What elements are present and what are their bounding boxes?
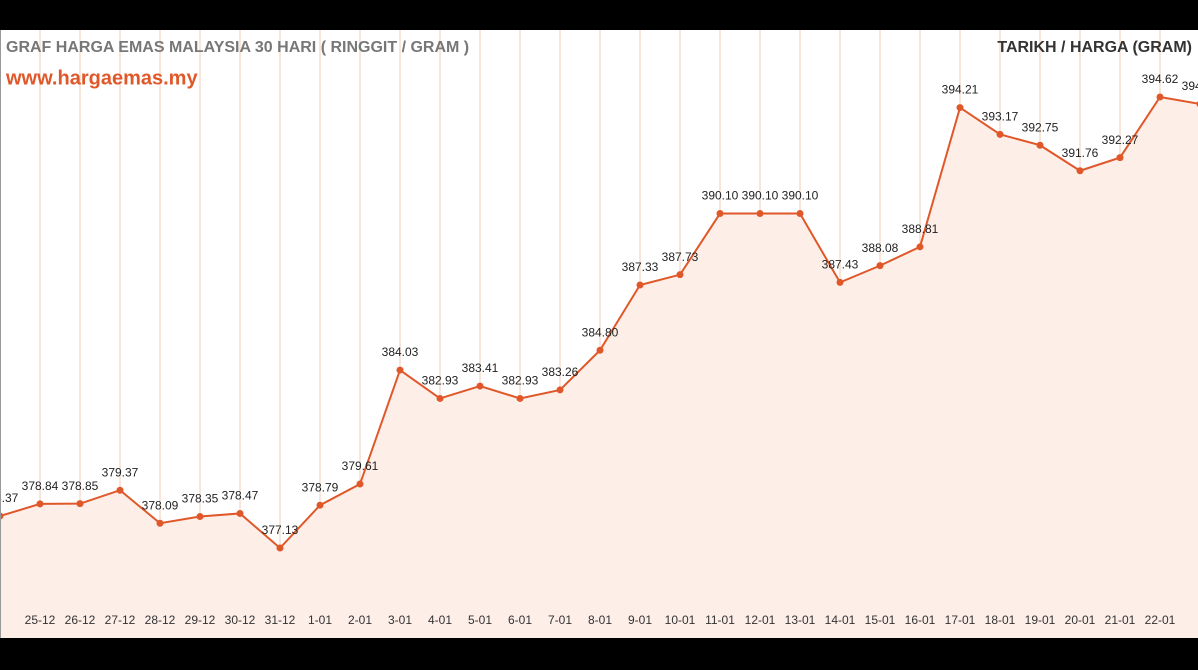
area bbox=[0, 97, 1198, 638]
data-label: 377.13 bbox=[262, 523, 299, 537]
data-point bbox=[276, 544, 284, 552]
data-point bbox=[476, 382, 484, 390]
chart-subtitle: www.hargaemas.my bbox=[5, 67, 198, 89]
data-point bbox=[1116, 154, 1124, 162]
data-label: 378.09 bbox=[142, 498, 179, 512]
data-point bbox=[396, 366, 404, 374]
data-label: 391.76 bbox=[1062, 146, 1099, 160]
data-point bbox=[956, 104, 964, 112]
data-label: 387.73 bbox=[662, 250, 699, 264]
data-point bbox=[876, 262, 884, 270]
x-tick-label: 17-01 bbox=[945, 613, 976, 627]
data-point bbox=[156, 519, 164, 527]
data-label: 378.35 bbox=[182, 492, 219, 506]
x-tick-label: 12-01 bbox=[745, 613, 776, 627]
x-tick-label: 20-01 bbox=[1065, 613, 1096, 627]
x-tick-label: 27-12 bbox=[105, 613, 136, 627]
data-label: 384.03 bbox=[382, 345, 419, 359]
x-tick-label: 19-01 bbox=[1025, 613, 1056, 627]
data-point bbox=[1156, 93, 1164, 101]
x-tick-label: 1-01 bbox=[308, 613, 332, 627]
legend-title: TARIKH / HARGA (GRAM) bbox=[997, 39, 1192, 56]
data-label: 390.10 bbox=[702, 189, 739, 203]
data-point bbox=[676, 271, 684, 279]
data-point bbox=[36, 500, 44, 508]
data-point bbox=[636, 281, 644, 289]
data-label: 388.81 bbox=[902, 222, 939, 236]
x-tick-label: 15-01 bbox=[865, 613, 896, 627]
x-tick-label: 6-01 bbox=[508, 613, 532, 627]
data-label: 378.37 bbox=[0, 491, 19, 505]
x-tick-label: 30-12 bbox=[225, 613, 256, 627]
chart-title: GRAF HARGA EMAS MALAYSIA 30 HARI ( RINGG… bbox=[6, 39, 469, 56]
data-label: 383.26 bbox=[542, 365, 579, 379]
x-tick-label: 8-01 bbox=[588, 613, 612, 627]
data-label: 379.61 bbox=[342, 459, 379, 473]
x-tick-label: 11-01 bbox=[705, 613, 735, 627]
data-point bbox=[1076, 167, 1084, 175]
data-label: 382.93 bbox=[502, 374, 539, 388]
x-tick-label: 10-01 bbox=[665, 613, 696, 627]
data-label: 394.21 bbox=[942, 83, 979, 97]
data-label: 384.80 bbox=[582, 325, 619, 339]
data-point bbox=[356, 480, 364, 488]
data-point bbox=[716, 210, 724, 218]
data-label: 378.84 bbox=[22, 479, 59, 493]
data-point bbox=[916, 243, 924, 251]
data-label: 392.75 bbox=[1022, 120, 1059, 134]
x-tick-label: 5-01 bbox=[468, 613, 492, 627]
data-label: 387.33 bbox=[622, 260, 659, 274]
data-point bbox=[196, 513, 204, 521]
data-label: 393.17 bbox=[982, 110, 1019, 124]
x-tick-label: 4-01 bbox=[428, 613, 452, 627]
data-point bbox=[76, 500, 84, 508]
x-tick-label: 26-12 bbox=[65, 613, 96, 627]
data-point bbox=[236, 509, 244, 517]
data-point bbox=[596, 346, 604, 354]
x-tick-label: 28-12 bbox=[145, 613, 176, 627]
data-label: 392.27 bbox=[1102, 133, 1139, 147]
x-tick-label: 29-12 bbox=[185, 613, 216, 627]
x-tick-label: 3-01 bbox=[388, 613, 412, 627]
data-point bbox=[116, 486, 124, 494]
x-tick-label: 18-01 bbox=[985, 613, 1016, 627]
data-label: 388.08 bbox=[862, 241, 899, 255]
data-label: 394.35 bbox=[1182, 79, 1198, 93]
data-label: 378.85 bbox=[62, 479, 99, 493]
x-tick-label: 7-01 bbox=[548, 613, 572, 627]
data-label: 382.93 bbox=[422, 374, 459, 388]
data-point bbox=[996, 130, 1004, 138]
x-tick-label: 25-12 bbox=[25, 613, 56, 627]
data-label: 379.37 bbox=[102, 465, 139, 479]
x-tick-label: 16-01 bbox=[905, 613, 936, 627]
data-point bbox=[1036, 141, 1044, 149]
data-label: 390.10 bbox=[782, 189, 819, 203]
x-tick-label: 21-01 bbox=[1105, 613, 1136, 627]
x-tick-label: 2-01 bbox=[348, 613, 372, 627]
data-label: 390.10 bbox=[742, 189, 779, 203]
x-tick-label: 14-01 bbox=[825, 613, 856, 627]
x-tick-label: 31-12 bbox=[265, 613, 296, 627]
data-point bbox=[836, 278, 844, 286]
x-tick-label: 9-01 bbox=[628, 613, 652, 627]
data-label: 378.79 bbox=[302, 480, 339, 494]
x-tick-label: 22-01 bbox=[1145, 613, 1176, 627]
data-point bbox=[756, 210, 764, 218]
data-label: 387.43 bbox=[822, 258, 859, 272]
data-point bbox=[796, 210, 804, 218]
data-label: 383.41 bbox=[462, 361, 499, 375]
data-point bbox=[316, 501, 324, 509]
x-tick-label: 13-01 bbox=[785, 613, 816, 627]
data-point bbox=[516, 394, 524, 402]
data-point bbox=[436, 394, 444, 402]
data-point bbox=[556, 386, 564, 394]
data-label: 394.62 bbox=[1142, 72, 1179, 86]
data-label: 378.47 bbox=[222, 489, 259, 503]
